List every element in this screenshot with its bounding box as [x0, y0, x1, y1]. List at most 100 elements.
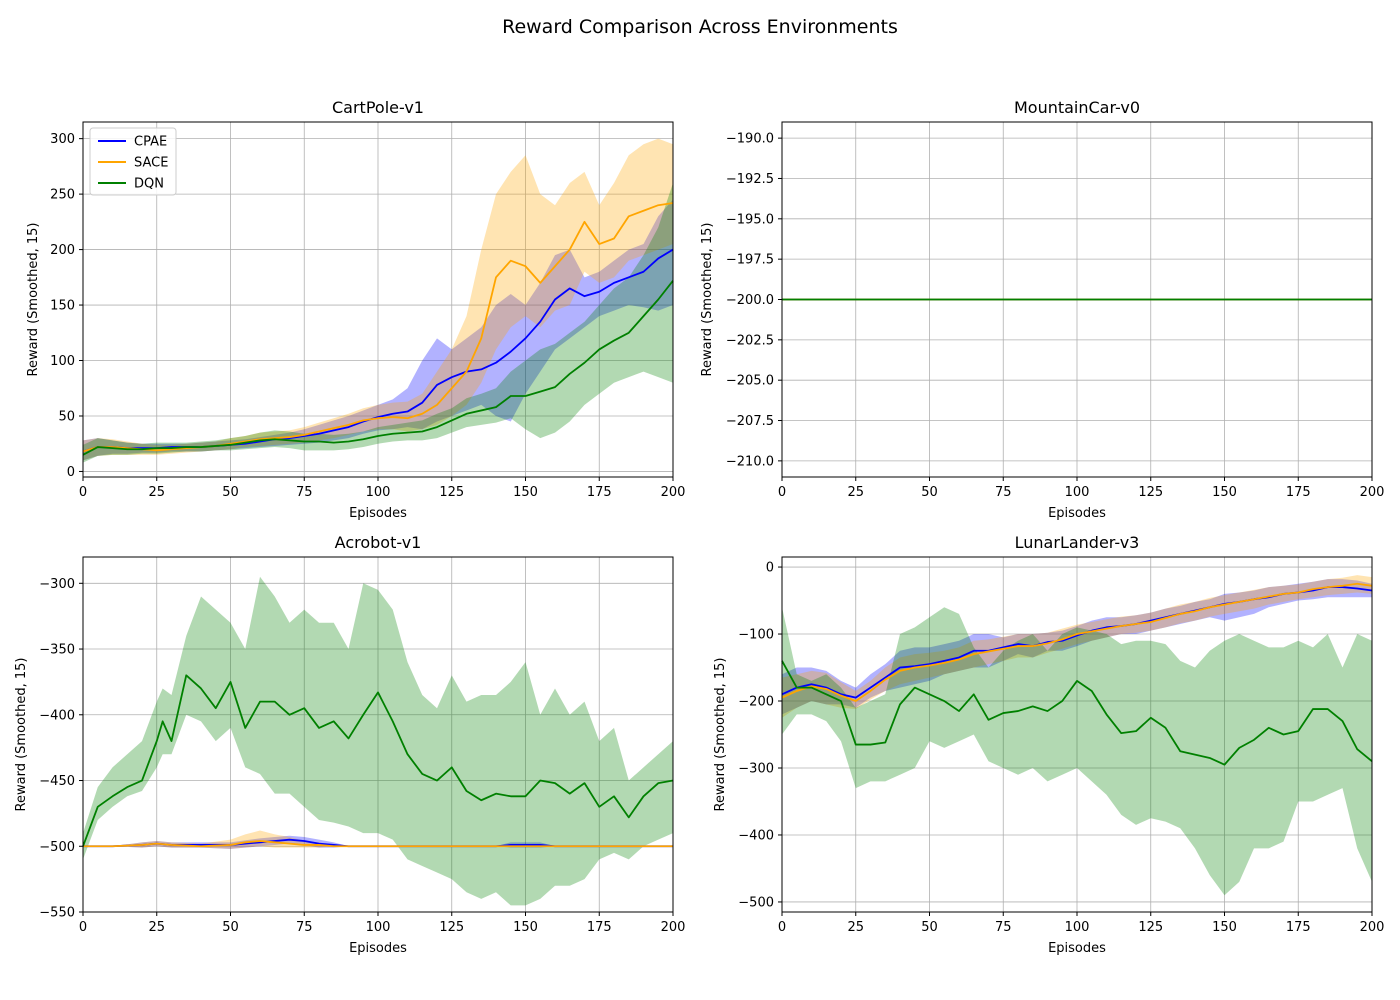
- x-tick-label: 50: [222, 920, 239, 935]
- series-line-sace: [82, 202, 674, 453]
- y-tick-label: −350: [39, 643, 75, 658]
- x-tick-label: 50: [921, 485, 938, 500]
- y-tick-label: 0: [67, 465, 75, 480]
- x-axis-label: Episodes: [349, 941, 407, 956]
- y-tick-label: 200: [50, 243, 75, 258]
- y-tick-label: −195.0: [726, 212, 774, 227]
- y-tick-label: −200.0: [726, 293, 774, 308]
- subplot-0: 0 25 50 75 100 125 150 175 200 0 50 100 150 200 250 300…: [26, 98, 685, 521]
- band-dqn: [782, 607, 1372, 896]
- x-tick-label: 150: [513, 485, 538, 500]
- y-tick-label: −300: [738, 761, 774, 776]
- x-tick-label: 0: [778, 485, 786, 500]
- subplot-title: CartPole-v1: [332, 98, 424, 117]
- y-tick-label: −207.5: [726, 414, 774, 429]
- x-tick-label: 150: [513, 920, 538, 935]
- x-tick-label: 50: [222, 485, 239, 500]
- subplot-3: 0 25 50 75 100 125 150 175 200 0 −100 −200 −300 −400 −…: [713, 533, 1384, 956]
- x-axis-label: Episodes: [349, 506, 407, 521]
- legend-label-dqn: DQN: [134, 177, 164, 192]
- legend-label-cpae: CPAE: [134, 135, 167, 150]
- x-tick-label: 150: [1212, 920, 1237, 935]
- y-tick-label: −450: [39, 774, 75, 789]
- y-tick-label: −210.0: [726, 454, 774, 469]
- y-tick-label: −205.0: [726, 374, 774, 389]
- x-tick-label: 150: [1212, 485, 1237, 500]
- x-tick-label: 75: [296, 920, 313, 935]
- x-tick-label: 50: [921, 920, 938, 935]
- x-tick-label: 25: [148, 920, 165, 935]
- x-tick-label: 75: [995, 485, 1012, 500]
- y-tick-label: −200: [738, 695, 774, 710]
- series-line-dqn: [82, 280, 674, 456]
- x-tick-label: 75: [995, 920, 1012, 935]
- x-tick-label: 75: [296, 485, 313, 500]
- y-axis-label: Reward (Smoothed, 15): [14, 658, 29, 812]
- x-tick-label: 175: [1286, 920, 1311, 935]
- y-tick-label: 250: [50, 188, 75, 203]
- y-tick-label: 0: [766, 561, 774, 576]
- x-tick-label: 100: [366, 920, 391, 935]
- band-dqn: [83, 183, 673, 463]
- x-tick-label: 200: [661, 920, 686, 935]
- subplot-1: 0 25 50 75 100 125 150 175 200 −190.0 −192.5 −195.0…: [700, 98, 1384, 521]
- band-cpae: [782, 579, 1372, 715]
- y-tick-label: 300: [50, 132, 75, 147]
- series-line-sace: [83, 840, 673, 848]
- x-tick-label: 100: [1065, 920, 1090, 935]
- x-tick-label: 25: [148, 485, 165, 500]
- subplot-2: 0 25 50 75 100 125 150 175 200 −300 −350 −400 −450 −5…: [14, 533, 685, 956]
- y-tick-label: −197.5: [726, 253, 774, 268]
- x-tick-label: 200: [1360, 920, 1385, 935]
- x-tick-label: 125: [439, 920, 464, 935]
- x-tick-label: 0: [778, 920, 786, 935]
- legend: CPAE SACE DQN: [89, 127, 177, 196]
- y-tick-label: −500: [39, 840, 75, 855]
- x-axis-label: Episodes: [1048, 506, 1106, 521]
- figure-title: Reward Comparison Across Environments: [502, 16, 898, 38]
- band-cpae: [83, 199, 673, 461]
- x-tick-label: 175: [587, 920, 612, 935]
- y-tick-label: −550: [39, 906, 75, 921]
- y-tick-label: −100: [738, 628, 774, 643]
- x-axis-label: Episodes: [1048, 941, 1106, 956]
- y-axis-label: Reward (Smoothed, 15): [700, 223, 715, 377]
- y-tick-label: −202.5: [726, 333, 774, 348]
- y-tick-label: 100: [50, 354, 75, 369]
- subplot-title: MountainCar-v0: [1014, 98, 1140, 117]
- y-tick-label: −400: [738, 828, 774, 843]
- x-tick-label: 200: [1360, 485, 1385, 500]
- x-tick-label: 175: [587, 485, 612, 500]
- legend-box: [89, 127, 177, 196]
- series-line-dqn: [781, 660, 1373, 766]
- y-tick-label: −300: [39, 577, 75, 592]
- x-tick-label: 125: [1138, 485, 1163, 500]
- band-sace: [782, 575, 1372, 718]
- legend-label-sace: SACE: [134, 156, 168, 171]
- y-tick-label: −190.0: [726, 132, 774, 147]
- y-tick-label: −192.5: [726, 172, 774, 187]
- series-line-dqn: [82, 674, 674, 847]
- x-tick-label: 0: [79, 485, 87, 500]
- x-tick-label: 100: [366, 485, 391, 500]
- y-tick-label: 50: [58, 409, 75, 424]
- band-sace: [83, 138, 673, 461]
- x-tick-label: 175: [1286, 485, 1311, 500]
- subplot-title: Acrobot-v1: [335, 533, 422, 552]
- y-tick-label: 150: [50, 299, 75, 314]
- x-tick-label: 200: [661, 485, 686, 500]
- x-tick-label: 125: [1138, 920, 1163, 935]
- y-tick-label: −400: [39, 708, 75, 723]
- y-axis-label: Reward (Smoothed, 15): [26, 223, 41, 377]
- x-tick-label: 100: [1065, 485, 1090, 500]
- x-tick-label: 0: [79, 920, 87, 935]
- x-tick-label: 125: [439, 485, 464, 500]
- y-axis-label: Reward (Smoothed, 15): [713, 658, 728, 812]
- x-tick-label: 25: [847, 920, 864, 935]
- x-tick-label: 25: [847, 485, 864, 500]
- subplot-title: LunarLander-v3: [1015, 533, 1140, 552]
- band-dqn: [83, 576, 673, 906]
- y-tick-label: −500: [738, 895, 774, 910]
- series-line-sace: [781, 582, 1373, 702]
